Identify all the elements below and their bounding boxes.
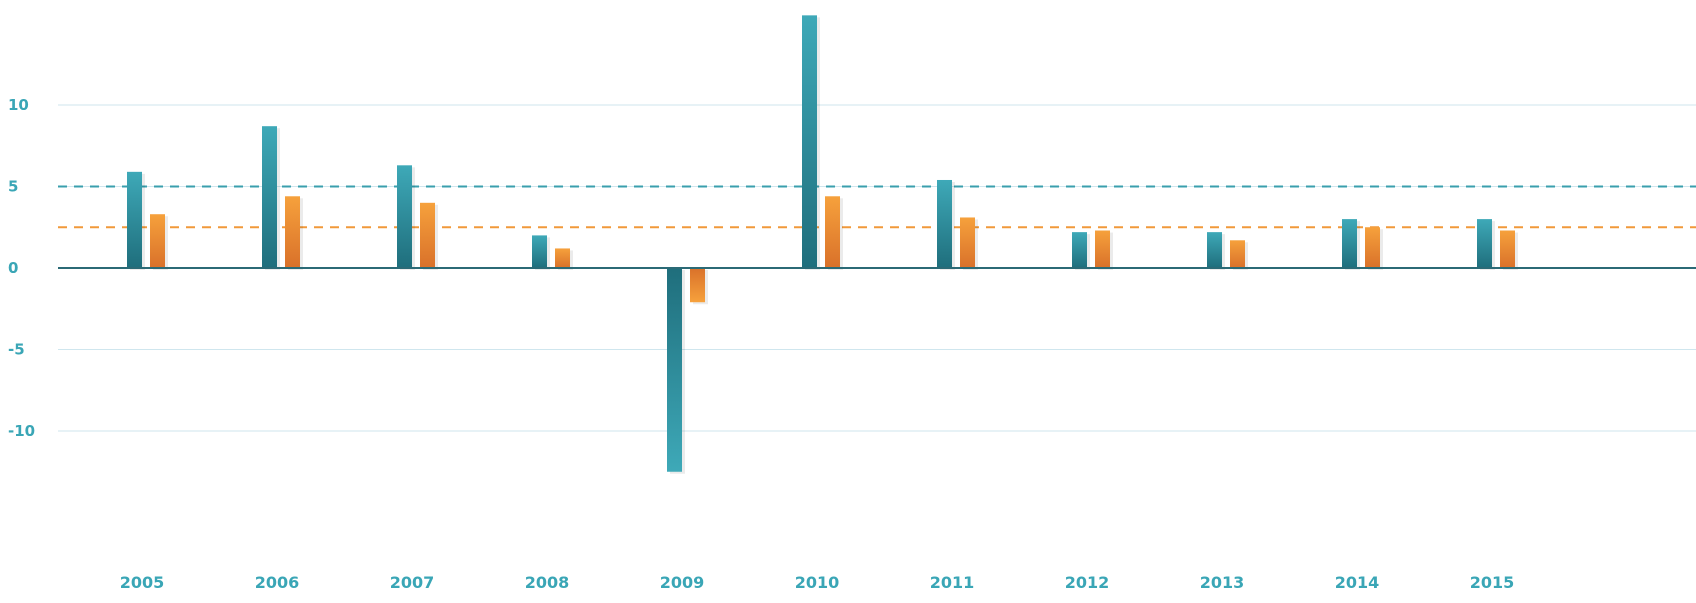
orange-bar-2012 bbox=[1095, 230, 1110, 268]
orange-bar-2010 bbox=[825, 196, 840, 268]
x-tick-label: 2012 bbox=[1065, 573, 1110, 592]
reference-lines bbox=[58, 185, 1696, 229]
y-axis-tick-labels: 10 5 0 -5 -10 bbox=[8, 96, 35, 440]
orange-bar-2014 bbox=[1365, 227, 1380, 268]
orange-bar-2006 bbox=[285, 196, 300, 268]
y-tick-label: 0 bbox=[8, 259, 18, 277]
y-tick-label: -10 bbox=[8, 422, 35, 440]
x-tick-label: 2013 bbox=[1200, 573, 1245, 592]
x-tick-label: 2014 bbox=[1335, 573, 1380, 592]
y-tick-label: 5 bbox=[8, 178, 18, 196]
orange-bar-2011 bbox=[960, 217, 975, 268]
teal-bar-2014 bbox=[1342, 219, 1357, 268]
x-tick-label: 2005 bbox=[120, 573, 165, 592]
teal-bar-2009 bbox=[667, 268, 682, 472]
teal-bar-2008 bbox=[532, 235, 547, 268]
teal-bar-2007 bbox=[397, 165, 412, 268]
x-tick-label: 2007 bbox=[390, 573, 435, 592]
x-tick-label: 2008 bbox=[525, 573, 570, 592]
x-tick-label: 2010 bbox=[795, 573, 840, 592]
teal-bar-2006 bbox=[262, 126, 277, 268]
teal-bar-2012 bbox=[1072, 232, 1087, 268]
x-axis-tick-labels: 2005 2006 2007 2008 2009 2010 2011 2012 2013 2014… bbox=[120, 573, 1515, 592]
x-tick-label: 2011 bbox=[930, 573, 975, 592]
teal-bar-2015 bbox=[1477, 219, 1492, 268]
x-tick-label: 2009 bbox=[660, 573, 705, 592]
x-tick-label: 2015 bbox=[1470, 573, 1515, 592]
y-tick-label: -5 bbox=[8, 341, 25, 359]
teal-bar-2010 bbox=[802, 15, 817, 268]
orange-bar-2009 bbox=[690, 268, 705, 303]
orange-bar-2007 bbox=[420, 202, 435, 268]
bars bbox=[127, 15, 1518, 474]
x-tick-label: 2006 bbox=[255, 573, 300, 592]
y-tick-label: 10 bbox=[8, 96, 29, 114]
teal-bar-2005 bbox=[127, 171, 142, 268]
teal-bar-2013 bbox=[1207, 232, 1222, 268]
orange-bar-2015 bbox=[1500, 230, 1515, 268]
teal-bar-2011 bbox=[937, 179, 952, 268]
orange-bar-2005 bbox=[150, 214, 165, 268]
orange-bar-2008 bbox=[555, 248, 570, 268]
orange-bar-2013 bbox=[1230, 240, 1245, 268]
